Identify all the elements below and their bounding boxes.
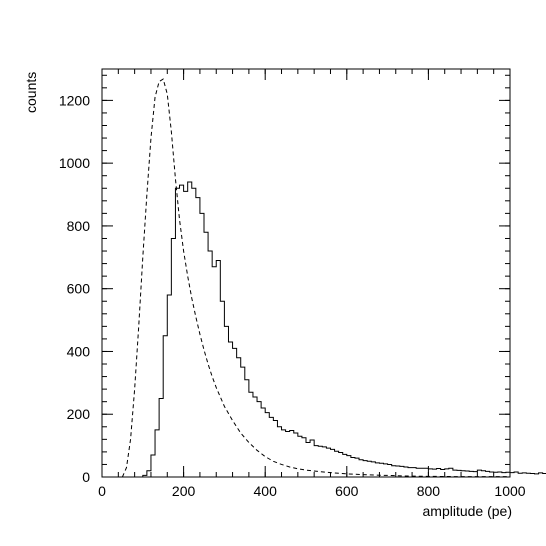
x-tick-label: 1000 — [494, 483, 525, 499]
x-tick-labels: 0 200 400 600 800 1000 — [98, 483, 526, 499]
x-tick-label: 800 — [417, 483, 441, 499]
x-axis-label: amplitude (pe) — [423, 503, 513, 519]
x-tick-label: 200 — [172, 483, 196, 499]
y-tick-label: 1000 — [59, 155, 90, 171]
y-tick-label: 800 — [67, 218, 91, 234]
y-tick-label: 0 — [82, 469, 90, 485]
y-tick-label: 200 — [67, 406, 91, 422]
minor-ticks — [101, 69, 511, 478]
y-axis-label: counts — [23, 72, 39, 113]
y-tick-label: 1200 — [59, 92, 90, 108]
dashed-curve-series — [121, 78, 510, 478]
major-ticks — [101, 69, 511, 478]
histogram-series — [134, 181, 546, 478]
x-tick-label: 0 — [98, 483, 106, 499]
series-layer — [121, 78, 546, 478]
y-tick-labels: 0 200 400 600 800 1000 1200 — [59, 92, 90, 485]
x-tick-label: 600 — [335, 483, 359, 499]
y-tick-label: 600 — [67, 281, 91, 297]
y-tick-label: 400 — [67, 343, 91, 359]
plot-frame — [101, 68, 511, 478]
x-tick-label: 400 — [254, 483, 278, 499]
